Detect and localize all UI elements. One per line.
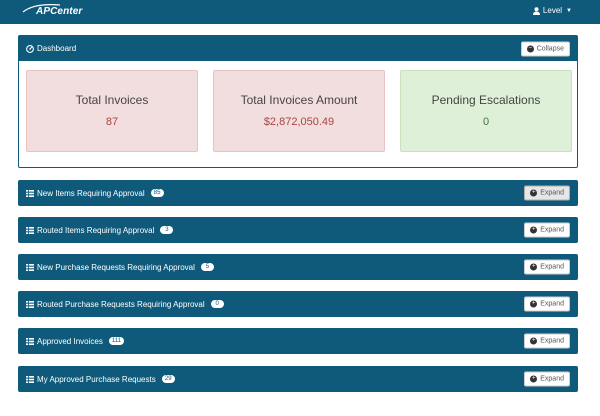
section-title: Routed Items Requiring Approval (37, 225, 155, 235)
expand-button-label: Expand (540, 226, 564, 234)
section-title: New Purchase Requests Requiring Approval (37, 262, 195, 272)
plus-circle-icon: + (530, 263, 538, 271)
count-badge: 29 (161, 375, 175, 383)
plus-circle-icon: + (530, 300, 538, 308)
count-badge: 85 (150, 189, 164, 197)
section-title: Approved Invoices (37, 336, 103, 346)
section-new-items: New Items Requiring Approval 85 + Expand (18, 180, 578, 206)
count-badge: 5 (200, 263, 214, 271)
count-badge: 0 (210, 300, 224, 308)
minus-circle-icon: − (526, 45, 534, 53)
card-value: $2,872,050.49 (263, 116, 335, 128)
list-icon (26, 300, 34, 308)
count-badge: 3 (160, 226, 174, 234)
section-title: My Approved Purchase Requests (37, 374, 156, 384)
plus-circle-icon: + (530, 375, 538, 383)
expand-button-label: Expand (540, 337, 564, 345)
plus-circle-icon: + (530, 226, 538, 234)
card-label: Pending Escalations (431, 93, 541, 107)
dashboard-panel: Dashboard − Collapse Total Invoices 87 T… (18, 35, 578, 168)
list-icon (26, 263, 34, 271)
dashboard-icon (26, 44, 34, 53)
expand-button-label: Expand (540, 189, 564, 197)
user-menu-label: Level (542, 6, 563, 15)
section-header[interactable]: My Approved Purchase Requests 29 + Expan… (19, 367, 577, 391)
total-invoices-amount-card: Total Invoices Amount $2,872,050.49 (213, 70, 385, 152)
pending-escalations-card: Pending Escalations 0 (400, 70, 572, 152)
dashboard-body: Total Invoices 87 Total Invoices Amount … (19, 61, 577, 167)
section-header[interactable]: New Items Requiring Approval 85 + Expand (19, 181, 577, 205)
section-title: New Items Requiring Approval (37, 188, 145, 198)
expand-button[interactable]: + Expand (524, 185, 570, 201)
chevron-down-icon: ▼ (566, 7, 572, 14)
section-routed-purchase-requests: Routed Purchase Requests Requiring Appro… (18, 291, 578, 317)
top-navbar: APCenter Level ▼ (0, 0, 600, 24)
list-icon (26, 337, 34, 345)
logo-text: APCenter (36, 6, 83, 17)
card-value: 0 (482, 116, 490, 128)
expand-button[interactable]: + Expand (524, 259, 570, 275)
plus-circle-icon: + (530, 189, 538, 197)
card-value: 87 (105, 116, 119, 128)
user-menu[interactable]: Level ▼ (532, 6, 572, 15)
list-icon (26, 375, 34, 383)
collapse-button[interactable]: − Collapse (520, 41, 570, 57)
expand-button[interactable]: + Expand (524, 296, 570, 312)
card-label: Total Invoices Amount (240, 93, 358, 107)
dashboard-title: Dashboard (37, 44, 77, 53)
expand-button-label: Expand (540, 375, 564, 383)
expand-button[interactable]: + Expand (524, 371, 570, 387)
section-header[interactable]: New Purchase Requests Requiring Approval… (19, 255, 577, 279)
section-my-approved-purchase-requests: My Approved Purchase Requests 29 + Expan… (18, 366, 578, 392)
expand-button-label: Expand (540, 300, 564, 308)
section-header[interactable]: Routed Purchase Requests Requiring Appro… (19, 292, 577, 316)
count-badge: 111 (108, 337, 124, 345)
expand-button[interactable]: + Expand (524, 222, 570, 238)
section-routed-items: Routed Items Requiring Approval 3 + Expa… (18, 217, 578, 243)
logo-swoosh-icon (22, 4, 61, 13)
expand-button-label: Expand (540, 263, 564, 271)
list-icon (26, 189, 34, 197)
section-title: Routed Purchase Requests Requiring Appro… (37, 299, 205, 309)
section-header[interactable]: Routed Items Requiring Approval 3 + Expa… (19, 218, 577, 242)
section-approved-invoices: Approved Invoices 111 + Expand (18, 328, 578, 354)
expand-button[interactable]: + Expand (524, 333, 570, 349)
list-icon (26, 226, 34, 234)
user-icon (532, 6, 540, 15)
total-invoices-card: Total Invoices 87 (26, 70, 198, 152)
section-header[interactable]: Approved Invoices 111 + Expand (19, 329, 577, 353)
card-label: Total Invoices (75, 93, 149, 107)
section-new-purchase-requests: New Purchase Requests Requiring Approval… (18, 254, 578, 280)
dashboard-panel-header: Dashboard − Collapse (19, 36, 577, 61)
collapse-button-label: Collapse (536, 45, 564, 53)
plus-circle-icon: + (530, 337, 538, 345)
